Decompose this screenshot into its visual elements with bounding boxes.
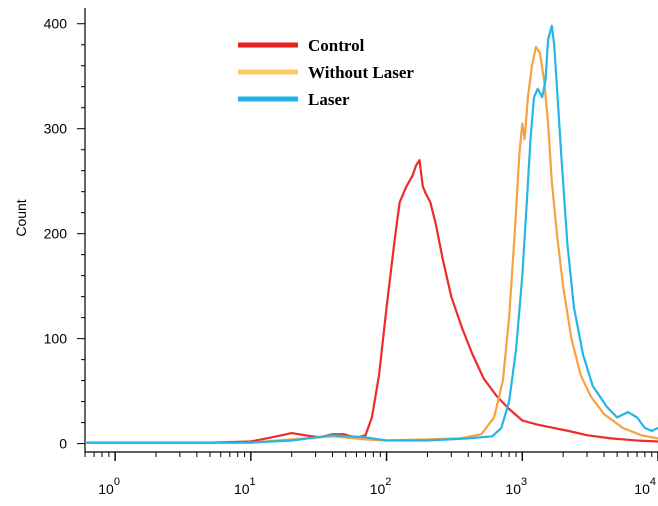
- y-tick-label: 300: [44, 121, 68, 137]
- series-line-laser: [85, 24, 658, 444]
- legend: Control Without Laser Laser: [238, 36, 414, 109]
- x-tick-label: 103: [505, 476, 527, 497]
- y-tick-label: 400: [44, 16, 68, 32]
- x-ticks: 100 101 102 103 104: [84, 452, 658, 497]
- y-tick-label: 0: [59, 436, 67, 452]
- legend-label: Control: [308, 36, 365, 55]
- legend-label: Without Laser: [308, 63, 414, 82]
- series-group: [85, 24, 658, 444]
- y-tick-label: 100: [44, 331, 68, 347]
- x-tick-label: 100: [98, 476, 120, 497]
- series-line-without-laser: [85, 45, 658, 444]
- legend-label: Laser: [308, 90, 350, 109]
- y-ticks: 0 100 200 300 400: [44, 16, 85, 452]
- x-tick-label: 104: [634, 476, 656, 497]
- x-tick-label: 101: [234, 476, 256, 497]
- plot-area: 0 100 200 300 400 100 101 102 103 104 Count Cont…: [13, 8, 658, 497]
- y-tick-label: 200: [44, 226, 68, 242]
- y-axis-label: Count: [13, 199, 29, 236]
- x-tick-label: 102: [370, 476, 392, 497]
- series-line-control: [85, 159, 658, 444]
